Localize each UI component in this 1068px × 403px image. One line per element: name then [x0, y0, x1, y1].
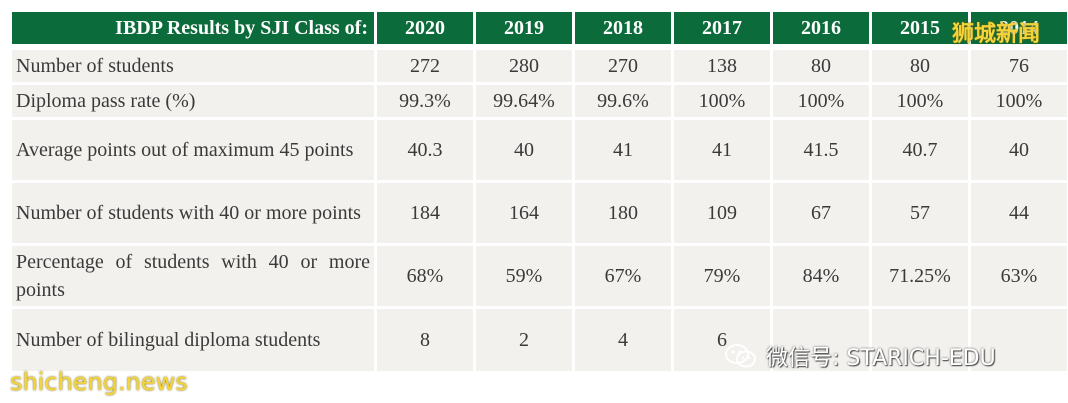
table-cell: 99.64% [476, 85, 572, 117]
table-cell: 40.7 [872, 120, 968, 180]
table-cell: 71.25% [872, 246, 968, 306]
year-header: 2019 [476, 12, 572, 47]
row-label: Average points out of maximum 45 points [12, 120, 374, 180]
ibdp-results-table: IBDP Results by SJI Class of: 2020 2019 … [9, 9, 1068, 374]
row-label: Number of bilingual diploma students [12, 309, 374, 371]
table-cell: 67% [575, 246, 671, 306]
table-cell: 57 [872, 183, 968, 243]
table-cell: 4 [575, 309, 671, 371]
header-label: IBDP Results by SJI Class of: [12, 12, 374, 47]
table-row: Number of bilingual diploma students 8 2… [12, 309, 1067, 371]
table-cell: 63% [971, 246, 1067, 306]
watermark-bottom-left: shicheng.news [10, 368, 188, 396]
table-cell: 100% [971, 85, 1067, 117]
table-cell: 41.5 [773, 120, 869, 180]
table-cell: 272 [377, 50, 473, 82]
table-cell: 79% [674, 246, 770, 306]
table-cell: 41 [674, 120, 770, 180]
table-cell: 59% [476, 246, 572, 306]
table-cell: 67 [773, 183, 869, 243]
watermark-wechat: 微信号: STARICH-EDU [724, 340, 996, 372]
table-cell: 40 [476, 120, 572, 180]
table-cell: 80 [773, 50, 869, 82]
wechat-id-text: 微信号: STARICH-EDU [766, 346, 996, 371]
table-row: Number of students 272 280 270 138 80 80… [12, 50, 1067, 82]
row-label: Number of students with 40 or more point… [12, 183, 374, 243]
table-cell: 8 [377, 309, 473, 371]
year-header: 2018 [575, 12, 671, 47]
year-header: 2016 [773, 12, 869, 47]
table-cell: 270 [575, 50, 671, 82]
table-cell: 280 [476, 50, 572, 82]
table-cell: 184 [377, 183, 473, 243]
table-cell [872, 309, 968, 371]
table-cell: 80 [872, 50, 968, 82]
year-header: 2020 [377, 12, 473, 47]
year-header: 2015 [872, 12, 968, 47]
table-cell: 40 [971, 120, 1067, 180]
table-cell: 100% [674, 85, 770, 117]
table-row: Diploma pass rate (%) 99.3% 99.64% 99.6%… [12, 85, 1067, 117]
watermark-top-right: 狮城新闻 [952, 22, 1041, 47]
table-cell: 100% [773, 85, 869, 117]
table-cell: 76 [971, 50, 1067, 82]
table-cell: 40.3 [377, 120, 473, 180]
year-header: 2017 [674, 12, 770, 47]
header-row: IBDP Results by SJI Class of: 2020 2019 … [12, 12, 1067, 47]
table-cell [773, 309, 869, 371]
row-label: Number of students [12, 50, 374, 82]
year-header: 2014 [971, 12, 1067, 47]
table-cell: 164 [476, 183, 572, 243]
table-cell: 41 [575, 120, 671, 180]
table-cell: 99.6% [575, 85, 671, 117]
table-cell [971, 309, 1067, 371]
table-cell: 138 [674, 50, 770, 82]
table-cell: 180 [575, 183, 671, 243]
table-cell: 44 [971, 183, 1067, 243]
wechat-icon [724, 343, 758, 369]
table-cell: 99.3% [377, 85, 473, 117]
table-row: Percentage of students with 40 or more p… [12, 246, 1067, 306]
row-label: Percentage of students with 40 or more p… [12, 246, 374, 306]
table-cell: 68% [377, 246, 473, 306]
table-cell: 2 [476, 309, 572, 371]
table-cell: 109 [674, 183, 770, 243]
table-row: Number of students with 40 or more point… [12, 183, 1067, 243]
table-row: Average points out of maximum 45 points … [12, 120, 1067, 180]
table-cell: 100% [872, 85, 968, 117]
row-label: Diploma pass rate (%) [12, 85, 374, 117]
table-cell: 84% [773, 246, 869, 306]
